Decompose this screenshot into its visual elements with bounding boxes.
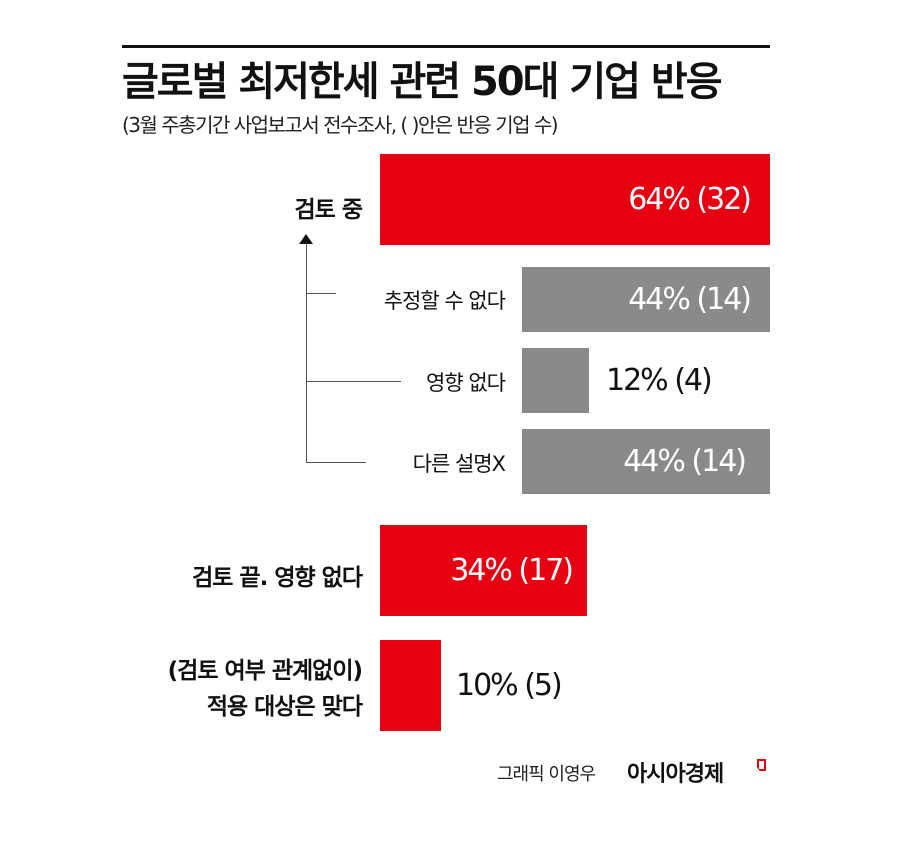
value-label-review-done: 34% (17) bbox=[450, 553, 574, 588]
graphic-credit: 그래픽 이영우 bbox=[497, 764, 596, 785]
bar-cannot-estimate bbox=[522, 267, 770, 332]
category-label-no-other-explanation: 다른 설명X bbox=[412, 452, 506, 476]
connector-vertical bbox=[306, 243, 307, 463]
value-label-applicable: 10% (5) bbox=[456, 668, 563, 703]
bar-applicable bbox=[380, 640, 441, 731]
category-label-review-done: 검토 끝. 영향 없다 bbox=[192, 565, 363, 591]
brand-mark-icon bbox=[757, 759, 766, 771]
bar-review-done bbox=[380, 525, 587, 616]
arrow-up-icon bbox=[299, 234, 313, 244]
value-label-cannot-estimate: 44% (14) bbox=[628, 282, 752, 317]
bar-no-other-explanation bbox=[522, 429, 770, 494]
connector-branch-2 bbox=[306, 381, 401, 382]
category-label-applicable-line1: (검토 여부 관계없이) bbox=[167, 658, 363, 684]
category-label-cannot-estimate: 추정할 수 없다 bbox=[383, 289, 506, 313]
bar-no-impact-sub bbox=[522, 348, 589, 413]
value-label-no-impact-sub: 12% (4) bbox=[606, 363, 713, 398]
chart-title: 글로벌 최저한세 관련 50대 기업 반응 bbox=[122, 59, 722, 105]
connector-branch-1 bbox=[306, 293, 336, 294]
value-label-reviewing: 64% (32) bbox=[628, 182, 752, 217]
chart-subtitle: (3월 주총기간 사업보고서 전수조사, ( )안은 반응 기업 수) bbox=[122, 113, 559, 137]
category-label-no-impact-sub: 영향 없다 bbox=[426, 371, 506, 395]
top-rule bbox=[122, 45, 770, 48]
connector-branch-3 bbox=[306, 462, 366, 463]
brand-logo-text: 아시아경제 bbox=[627, 762, 724, 787]
bar-reviewing bbox=[380, 154, 770, 245]
category-label-applicable-line2: 적용 대상은 맞다 bbox=[206, 694, 363, 720]
category-label-reviewing: 검토 중 bbox=[294, 197, 364, 223]
value-label-no-other-explanation: 44% (14) bbox=[623, 444, 747, 479]
